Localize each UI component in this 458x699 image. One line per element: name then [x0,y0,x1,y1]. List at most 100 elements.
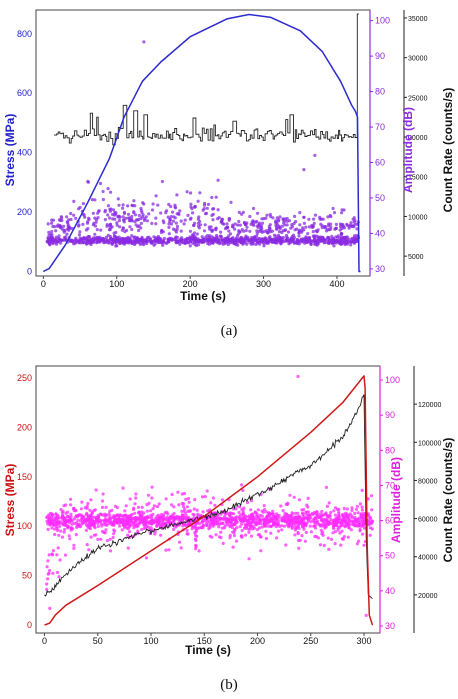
amplitude-point [167,232,171,236]
amplitude-point [244,228,248,233]
amplitude-point [208,524,212,528]
amplitude-point [353,219,357,223]
amplitude-point [338,525,342,530]
amplitude-point [54,229,58,233]
amplitude-point [63,228,67,232]
amplitude-point [117,203,121,207]
amplitude-point [85,506,89,510]
amplitude-point [56,546,60,550]
amplitude-point [301,226,305,230]
amplitude-point [200,495,205,499]
amplitude-point [180,502,184,506]
stress-tick-label: 600 [17,88,32,98]
amplitude-point [260,525,264,529]
amplitude-point [242,229,246,233]
amplitude-point [62,530,66,534]
amplitude-point [221,521,225,526]
amplitude-point [340,537,344,541]
amplitude-point [177,520,181,524]
amplitude-point [172,511,176,516]
amplitude-point [211,212,215,216]
amplitude-point [76,524,80,528]
amplitude-point [341,225,346,229]
amplitude-point [116,197,120,201]
amplitude-point [220,526,224,530]
count-tick-label: 60000 [418,517,438,524]
stress-tick-label: 150 [17,472,32,482]
amplitude-point [127,530,132,534]
amplitude-point [51,240,55,245]
amplitude-point [63,237,67,241]
amplitude-point [153,532,157,536]
amplitude-point [106,233,110,237]
amplitude-point [79,239,83,243]
x-tick-label: 300 [357,636,372,646]
amplitude-point [57,533,61,537]
amplitude-point [289,515,293,519]
amplitude-point [276,529,281,533]
count-tick-label: 20000 [418,593,438,600]
amplitude-point [183,218,187,222]
amplitude-point [145,509,149,513]
amplitude-point [132,521,136,525]
amplitude-point [188,244,192,248]
amplitude-point [248,214,252,219]
amplitude-point [105,224,109,228]
x-tick-label: 150 [197,636,212,646]
amplitude-point [323,238,327,242]
amplitude-point [257,237,262,241]
amplitude-point [72,543,76,547]
amplitude-point [228,511,232,515]
amplitude-point [127,514,131,518]
amplitude-point [96,216,100,220]
amplitude-point [108,537,112,541]
amplitude-point [254,523,258,527]
amplitude-point [64,511,68,515]
amplitude-point [104,528,108,532]
amplitude-point [248,527,252,531]
amplitude-point [313,523,317,527]
amplitude-tick-label: 40 [385,586,395,596]
amplitude-point [121,206,125,210]
amplitude-point [358,502,362,506]
amplitude-point [236,223,240,227]
amplitude-point [239,238,243,242]
amplitude-point [184,514,188,518]
count-tick-label: 35000 [408,16,428,23]
amplitude-point [104,505,108,509]
amplitude-point [237,505,242,509]
amplitude-point [274,515,278,519]
amplitude-point [108,209,112,213]
amplitude-point [353,511,357,515]
amplitude-point [241,509,245,513]
amplitude-point [189,205,193,209]
stress-tick-label: 0 [27,267,32,277]
amplitude-point [295,227,299,231]
amplitude-point [156,234,160,239]
amplitude-point [298,223,302,227]
amplitude-point [313,515,318,520]
amplitude-point [77,223,81,227]
count-rate-line [44,394,373,600]
amplitude-point [194,543,198,547]
stress-tick-label: 800 [17,29,32,39]
amplitude-point [174,230,178,234]
amplitude-point [94,488,98,492]
amplitude-point [85,543,89,547]
amplitude-point [154,222,158,226]
amplitude-point [151,202,155,206]
amplitude-point [290,512,294,516]
amplitude-point [233,519,237,523]
amplitude-point [88,508,92,512]
amplitude-point [358,527,362,532]
amplitude-point [231,236,235,240]
amplitude-point [63,516,67,521]
amplitude-point [125,522,129,526]
amplitude-point [115,506,119,510]
amplitude-point [59,507,63,512]
amplitude-point [137,224,141,228]
amplitude-point [175,227,179,231]
amplitude-point [137,213,141,218]
amplitude-point [360,508,364,512]
amplitude-point [64,520,68,524]
